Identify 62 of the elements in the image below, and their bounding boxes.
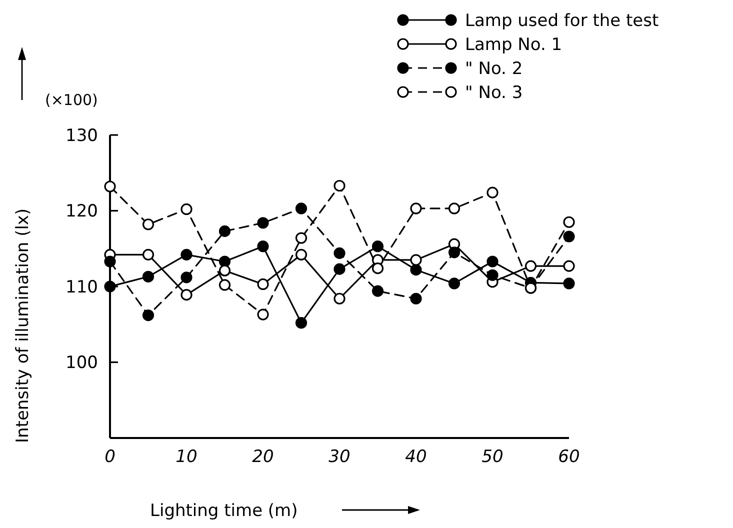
y-tick-label: 100 bbox=[66, 353, 98, 374]
point bbox=[524, 260, 537, 272]
legend-label: Lamp No. 1 bbox=[465, 34, 562, 55]
point bbox=[142, 248, 154, 260]
y-tick-label: 120 bbox=[66, 202, 98, 222]
point bbox=[372, 262, 384, 274]
point bbox=[218, 256, 231, 268]
point bbox=[448, 202, 460, 214]
legend-label: " No. 3 bbox=[465, 82, 523, 103]
x-tick-label: 60 bbox=[558, 447, 580, 467]
x-tick-label: 40 bbox=[405, 447, 427, 467]
point bbox=[180, 289, 192, 301]
point bbox=[295, 232, 308, 244]
point bbox=[563, 230, 575, 242]
x-tick-label: 50 bbox=[482, 447, 504, 467]
point bbox=[218, 225, 231, 237]
point bbox=[257, 278, 269, 290]
legend-label: Lamp used for the test bbox=[465, 10, 659, 31]
point bbox=[486, 186, 498, 198]
point bbox=[180, 248, 192, 260]
point bbox=[486, 269, 498, 281]
point bbox=[334, 292, 346, 304]
y-tick-label: 110 bbox=[66, 277, 98, 298]
point bbox=[295, 317, 308, 329]
point bbox=[410, 202, 422, 214]
point bbox=[295, 248, 308, 260]
point bbox=[448, 246, 460, 258]
point bbox=[334, 180, 346, 192]
point bbox=[257, 217, 269, 229]
point bbox=[486, 256, 498, 268]
x-tick-label: 20 bbox=[252, 447, 274, 467]
point bbox=[563, 278, 575, 290]
x-tick-label: 10 bbox=[176, 447, 198, 467]
point bbox=[448, 278, 460, 290]
legend-label: " No. 2 bbox=[465, 58, 523, 79]
point bbox=[142, 309, 154, 322]
y-tick-label: 130 bbox=[66, 126, 98, 146]
point bbox=[218, 264, 231, 276]
point bbox=[142, 218, 154, 230]
point bbox=[180, 203, 192, 216]
point bbox=[257, 240, 269, 252]
point bbox=[563, 260, 575, 272]
point bbox=[104, 256, 116, 268]
point bbox=[218, 279, 231, 291]
x-axis-title: Lighting time (m) bbox=[150, 501, 298, 521]
point bbox=[410, 254, 422, 266]
point bbox=[372, 240, 384, 252]
point bbox=[372, 285, 384, 297]
point bbox=[295, 202, 308, 214]
y-axis-title: Intensity of illumination (lx) bbox=[13, 208, 33, 443]
point bbox=[142, 270, 154, 282]
point bbox=[104, 180, 116, 192]
x-tick-label: 0 bbox=[104, 447, 116, 467]
point bbox=[563, 216, 575, 228]
point bbox=[410, 292, 422, 304]
text: (×100) bbox=[45, 91, 98, 109]
point bbox=[334, 263, 346, 275]
x-tick-label: 30 bbox=[328, 447, 350, 467]
point bbox=[180, 272, 192, 284]
point bbox=[257, 308, 269, 320]
point bbox=[410, 264, 422, 276]
point bbox=[334, 247, 346, 259]
